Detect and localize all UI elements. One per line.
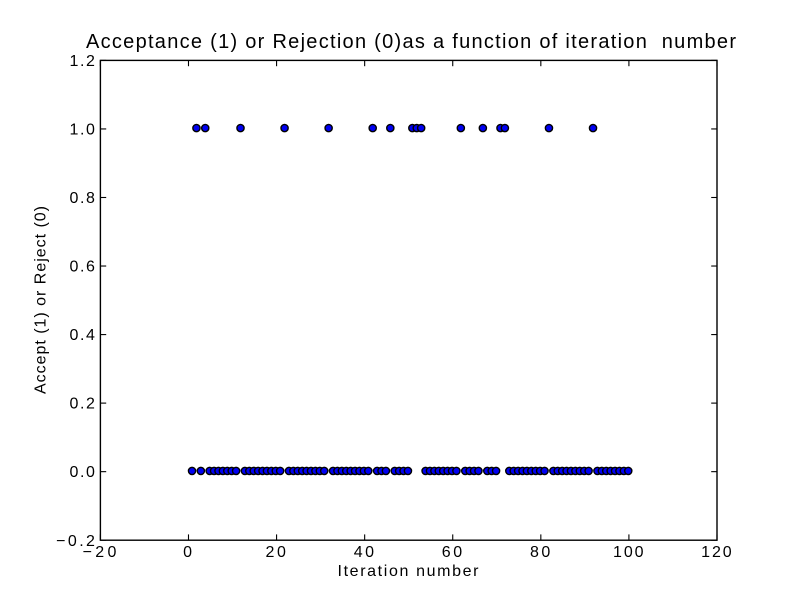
svg-text:1.2: 1.2 [70, 53, 95, 70]
svg-text:−0.2: −0.2 [56, 533, 95, 550]
svg-text:Iteration number: Iteration number [338, 563, 480, 580]
svg-text:100: 100 [613, 544, 644, 561]
svg-text:120: 120 [701, 544, 732, 561]
svg-text:0.6: 0.6 [70, 259, 95, 276]
svg-text:0.4: 0.4 [70, 327, 95, 344]
svg-text:1.0: 1.0 [70, 121, 95, 138]
svg-text:Accept (1) or Reject (0): Accept (1) or Reject (0) [33, 206, 50, 394]
svg-text:−20: −20 [83, 544, 117, 561]
svg-text:0.8: 0.8 [70, 190, 95, 207]
svg-text:Acceptance (1) or Rejection (0: Acceptance (1) or Rejection (0)as a func… [86, 31, 736, 53]
svg-text:0.2: 0.2 [70, 396, 95, 413]
svg-text:0.0: 0.0 [70, 464, 95, 481]
svg-text:0: 0 [183, 544, 192, 561]
